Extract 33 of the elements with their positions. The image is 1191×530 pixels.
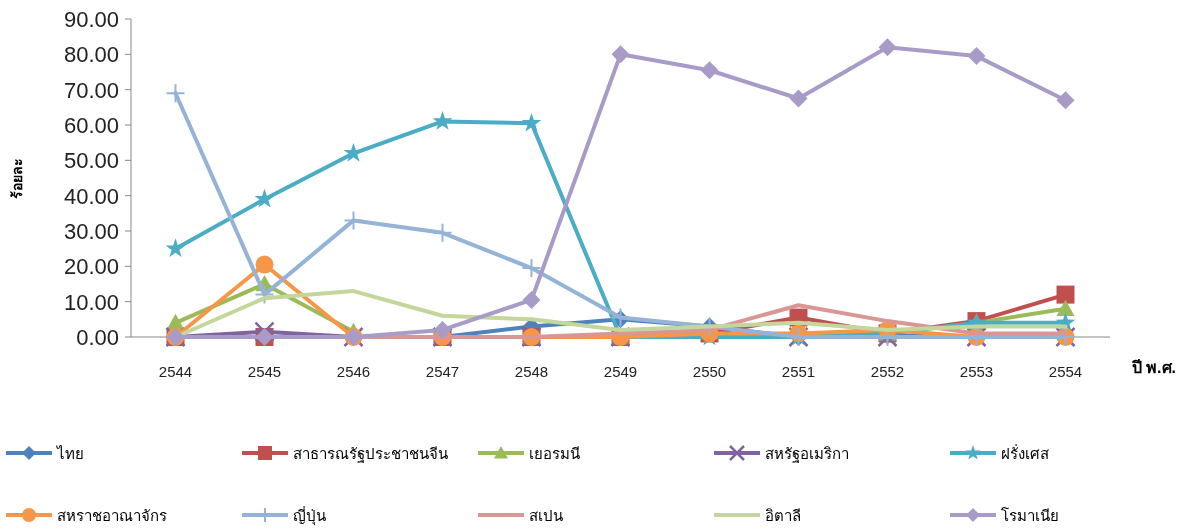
y-tick-label: 40.00	[63, 183, 119, 209]
y-tick-label: 60.00	[63, 113, 119, 138]
x-tick-label: 2553	[959, 363, 994, 380]
legend-label: สหราชอาณาจักร	[57, 507, 167, 524]
legend-label: สเปน	[529, 507, 563, 524]
y-tick-label: 50.00	[63, 148, 119, 174]
legend-label: ญี่ปุ่น	[293, 505, 326, 526]
x-tick-label: 2554	[1048, 363, 1083, 380]
x-tick-label: 2551	[781, 363, 816, 380]
y-tick-label: 80.00	[63, 42, 119, 68]
x-tick-label: 2548	[514, 363, 549, 380]
x-tick-label: 2545	[247, 363, 282, 380]
y-tick-label: 20.00	[63, 254, 119, 280]
x-tick-label: 2544	[158, 363, 193, 380]
y-tick-label: 0.00	[76, 325, 119, 350]
legend-label: โรมาเนีย	[1001, 507, 1059, 524]
x-tick-label: 2552	[870, 363, 905, 380]
y-tick-label: 70.00	[63, 77, 119, 103]
legend-label: ไทย	[56, 445, 84, 462]
x-tick-label: 2546	[336, 363, 371, 380]
legend-label: ฝรั่งเศส	[1001, 443, 1049, 462]
legend-label: อิตาลี	[765, 507, 801, 524]
x-tick-label: 2549	[603, 363, 638, 380]
x-axis-title: ปี พ.ศ.	[1130, 358, 1176, 376]
y-tick-label: 10.00	[63, 289, 119, 315]
legend-label: เยอรมนี	[529, 445, 580, 462]
legend-label: สาธารณรัฐประชาชนจีน	[293, 445, 448, 463]
y-tick-label: 30.00	[63, 219, 119, 244]
x-tick-label: 2547	[425, 363, 460, 380]
x-tick-label: 2550	[692, 363, 727, 380]
y-tick-label: 90.00	[63, 7, 119, 32]
legend-label: สหรัฐอเมริกา	[765, 445, 849, 463]
y-axis-title: ร้อยละ	[9, 157, 25, 199]
